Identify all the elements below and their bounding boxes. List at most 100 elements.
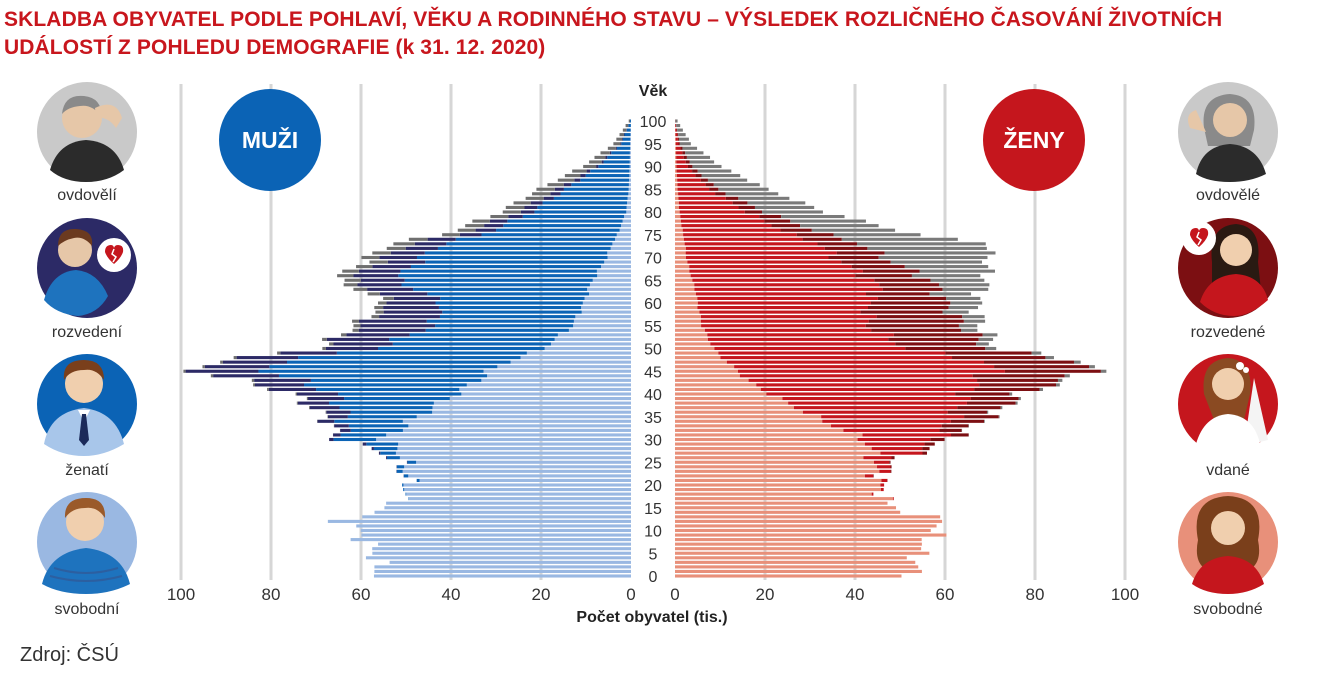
age-tick-label: 25 bbox=[644, 455, 662, 472]
bar-female-single bbox=[675, 274, 691, 278]
bar-male-divorced bbox=[379, 315, 440, 319]
bar-female-widowed bbox=[790, 219, 866, 223]
bar-male-widowed bbox=[532, 192, 551, 196]
bar-male-single bbox=[416, 460, 631, 464]
bar-male-single bbox=[629, 164, 631, 169]
bar-male-divorced bbox=[390, 251, 425, 255]
bar-female-widowed bbox=[919, 269, 995, 273]
bar-male-divorced bbox=[358, 319, 427, 323]
bar-female-single bbox=[675, 547, 922, 551]
bar-male-divorced bbox=[360, 278, 405, 282]
bar-female-single bbox=[675, 324, 702, 328]
bar-male-divorced bbox=[563, 183, 572, 187]
bar-female-married bbox=[718, 351, 946, 355]
bar-male-single bbox=[374, 565, 631, 569]
age-tick-label: 70 bbox=[644, 251, 662, 268]
bar-male-married bbox=[440, 296, 585, 300]
bar-male-widowed bbox=[353, 287, 368, 291]
bar-female-widowed bbox=[1064, 374, 1070, 378]
bar-male-divorced bbox=[371, 447, 374, 451]
bar-male-divorced bbox=[236, 356, 299, 360]
female-status-widowed: ovdovělé bbox=[1178, 82, 1278, 204]
bar-male-married bbox=[350, 410, 433, 414]
bar-male-divorced bbox=[326, 337, 390, 341]
bar-female-divorced bbox=[970, 397, 1019, 401]
bar-male-widowed bbox=[536, 187, 555, 191]
bar-female-divorced bbox=[979, 383, 1057, 387]
bar-female-divorced bbox=[695, 174, 702, 178]
bar-female-single bbox=[675, 387, 761, 391]
bar-male-single bbox=[596, 269, 631, 273]
bar-male-divorced bbox=[427, 237, 456, 241]
bar-male-widowed bbox=[375, 310, 384, 314]
bar-female-married bbox=[697, 306, 868, 310]
bar-male-widowed bbox=[367, 292, 380, 296]
bar-male-divorced bbox=[586, 169, 591, 173]
bar-male-married bbox=[316, 387, 460, 391]
bar-female-single bbox=[675, 442, 865, 446]
bar-female-divorced bbox=[860, 310, 943, 314]
bar-male-widowed bbox=[233, 356, 237, 360]
bar-female-married bbox=[793, 406, 958, 410]
bar-female-single bbox=[675, 383, 757, 387]
age-tick-label: 100 bbox=[640, 114, 667, 131]
bar-female-married bbox=[682, 228, 781, 232]
female-badge-circle bbox=[983, 89, 1085, 191]
bar-female-widowed bbox=[930, 278, 985, 282]
bar-female-single bbox=[675, 533, 947, 537]
bar-male-single bbox=[404, 488, 631, 492]
bar-female-single bbox=[675, 183, 678, 187]
bar-female-single bbox=[675, 465, 878, 469]
bar-male-married bbox=[404, 278, 593, 282]
bar-male-single bbox=[627, 201, 631, 205]
bar-female-widowed bbox=[676, 124, 681, 128]
bar-male-widowed bbox=[372, 251, 391, 255]
bar-female-single bbox=[675, 519, 943, 523]
bar-male-divorced bbox=[327, 415, 348, 419]
bar-male-single bbox=[589, 292, 631, 296]
bar-male-divorced bbox=[308, 397, 345, 401]
bar-female-widowed bbox=[1031, 351, 1042, 355]
bar-male-married bbox=[553, 196, 628, 200]
bar-male-divorced bbox=[620, 142, 622, 146]
bar-male-married bbox=[389, 337, 555, 341]
bar-female-divorced bbox=[692, 169, 698, 173]
bar-male-divorced bbox=[372, 265, 411, 269]
bar-female-divorced bbox=[955, 392, 1010, 396]
bar-female-single bbox=[675, 292, 696, 296]
bar-female-divorced bbox=[824, 246, 868, 250]
bar-male-single bbox=[481, 378, 631, 382]
bar-female-single bbox=[675, 410, 803, 414]
bar-female-married bbox=[685, 251, 837, 255]
bar-male-divorced bbox=[520, 210, 535, 214]
age-tick-label: 35 bbox=[644, 410, 662, 427]
bar-female-single bbox=[675, 501, 888, 505]
bar-male-widowed bbox=[202, 365, 205, 369]
bar-female-widowed bbox=[1057, 378, 1063, 382]
bar-male-divorced bbox=[543, 196, 554, 200]
bar-male-married bbox=[427, 292, 590, 296]
bar-female-single bbox=[675, 192, 679, 196]
bar-male-single bbox=[630, 146, 631, 150]
bar-female-single bbox=[675, 538, 922, 542]
bar-male-widowed bbox=[337, 274, 354, 278]
bar-female-divorced bbox=[725, 196, 739, 200]
bar-female-married bbox=[864, 442, 925, 446]
male-bars bbox=[183, 119, 631, 578]
bar-female-widowed bbox=[962, 315, 985, 319]
age-tick-label: 30 bbox=[644, 433, 662, 450]
bar-male-married bbox=[405, 492, 407, 496]
bar-male-married bbox=[435, 324, 574, 328]
bar-female-married bbox=[864, 474, 874, 478]
bar-male-divorced bbox=[378, 451, 381, 455]
bar-male-married bbox=[287, 360, 511, 364]
bar-male-single bbox=[399, 456, 631, 460]
bar-female-single bbox=[675, 287, 695, 291]
bar-male-married bbox=[402, 483, 404, 487]
bar-male-single bbox=[365, 556, 631, 560]
bar-male-married bbox=[339, 406, 433, 410]
bar-male-single bbox=[402, 469, 631, 473]
bar-female-single bbox=[675, 255, 687, 260]
bar-female-married bbox=[873, 460, 890, 464]
bar-female-single bbox=[675, 569, 922, 573]
